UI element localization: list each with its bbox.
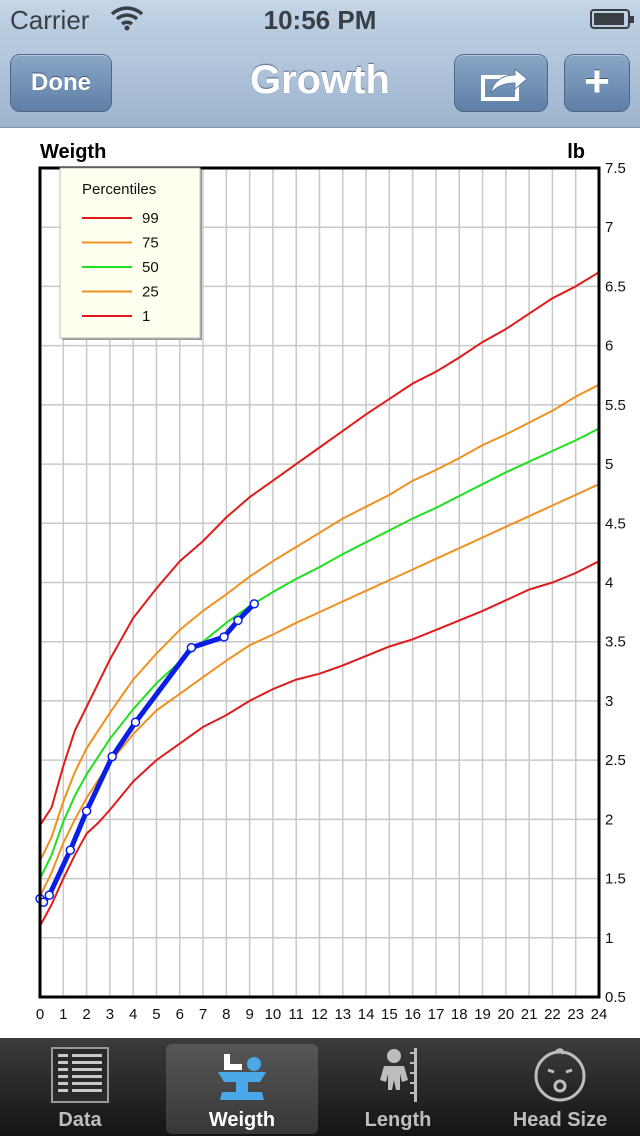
measurement-line xyxy=(38,602,257,905)
x-tick-label: 13 xyxy=(334,1006,351,1023)
baby-head-icon xyxy=(530,1046,590,1104)
x-tick-label: 4 xyxy=(129,1006,137,1023)
x-tick-label: 17 xyxy=(428,1006,445,1023)
y-tick-label: 5.5 xyxy=(605,397,626,414)
percentile-series xyxy=(39,271,600,927)
x-tick-label: 19 xyxy=(474,1006,491,1023)
carrier-label: Carrier xyxy=(10,5,90,35)
plot-frame xyxy=(38,166,601,999)
tab-label: Head Size xyxy=(512,1109,608,1131)
legend-entry-25: 25 xyxy=(142,284,159,301)
x-tick-label: 18 xyxy=(451,1006,468,1023)
baby-ruler-icon xyxy=(368,1046,428,1104)
tab-label: Data xyxy=(58,1109,102,1131)
chart-title: Weigth xyxy=(40,141,106,163)
baby-scale-icon xyxy=(212,1046,272,1104)
x-tick-label: 1 xyxy=(59,1006,67,1023)
x-tick-label: 10 xyxy=(265,1006,282,1023)
y-tick-label: 6.5 xyxy=(605,278,626,295)
y-tick-label: 4 xyxy=(605,575,613,592)
legend-entry-50: 50 xyxy=(142,259,159,276)
x-tick-label: 9 xyxy=(245,1006,253,1023)
data-list-icon xyxy=(50,1046,110,1104)
x-tick-label: 20 xyxy=(497,1006,514,1023)
y-tick-label: 3.5 xyxy=(605,634,626,651)
y-tick-label: 0.5 xyxy=(605,989,626,1006)
wifi-icon xyxy=(110,5,144,38)
tab-length[interactable]: Length xyxy=(318,1038,478,1136)
x-tick-label: 21 xyxy=(521,1006,538,1023)
page-title: Growth xyxy=(250,58,390,102)
share-button[interactable] xyxy=(454,54,548,112)
y-tick-label: 2 xyxy=(605,811,613,828)
series-line-25 xyxy=(39,483,600,897)
series-line-50 xyxy=(39,427,600,880)
axis-ticks: 0 1 2 3 4 5 6 7 8 9 10 11 12 13 14 15 16 17 18 19 20 21 22 23 24… xyxy=(36,160,626,1023)
growth-chart: 0 1 2 3 4 5 6 7 8 9 10 11 12 13 14 15 16 17 18 19 20 21 22 23 24… xyxy=(0,128,640,1038)
measurement-point[interactable] xyxy=(107,751,117,762)
y-axis-unit: lb xyxy=(567,141,585,163)
x-tick-label: 8 xyxy=(222,1006,230,1023)
tab-label: Weigth xyxy=(208,1109,276,1131)
add-button[interactable]: + xyxy=(564,54,630,112)
x-tick-label: 6 xyxy=(176,1006,184,1023)
status-bar: Carrier 10:56 PM xyxy=(0,0,640,40)
y-tick-label: 3 xyxy=(605,693,613,710)
legend-title: Percentiles xyxy=(82,181,156,198)
x-tick-label: 0 xyxy=(36,1006,44,1023)
series-line-1 xyxy=(39,560,600,927)
measurement-point[interactable] xyxy=(249,599,260,609)
measurement-series xyxy=(35,599,260,908)
x-tick-label: 24 xyxy=(591,1006,608,1023)
chart-legend: Percentiles 99 75 50 25 1 xyxy=(59,167,202,340)
x-tick-label: 2 xyxy=(82,1006,90,1023)
x-tick-label: 3 xyxy=(106,1006,114,1023)
x-tick-label: 14 xyxy=(358,1006,375,1023)
measurement-point[interactable] xyxy=(130,717,141,727)
measurement-point[interactable] xyxy=(233,615,243,626)
measurement-point[interactable] xyxy=(81,806,92,816)
tab-label: Length xyxy=(364,1109,432,1131)
y-tick-label: 1.5 xyxy=(605,871,626,888)
status-time: 10:56 PM xyxy=(263,5,377,35)
measurement-point[interactable] xyxy=(65,845,76,855)
y-tick-label: 5 xyxy=(605,456,613,473)
tab-head-size[interactable]: Head Size xyxy=(480,1038,640,1136)
done-button[interactable]: Done xyxy=(10,54,112,112)
y-tick-label: 1 xyxy=(605,930,613,947)
measurement-point[interactable] xyxy=(44,890,55,900)
x-tick-label: 7 xyxy=(199,1006,207,1023)
x-tick-label: 5 xyxy=(152,1006,160,1023)
y-tick-label: 4.5 xyxy=(605,515,626,532)
x-tick-label: 16 xyxy=(404,1006,421,1023)
legend-box xyxy=(59,167,201,339)
measurement-point[interactable] xyxy=(219,632,229,642)
series-line-75 xyxy=(39,383,600,862)
tab-data[interactable]: Data xyxy=(0,1038,160,1136)
x-tick-label: 15 xyxy=(381,1006,398,1023)
tab-weigth[interactable]: Weigth xyxy=(162,1038,322,1136)
share-icon xyxy=(455,67,549,119)
y-tick-label: 7 xyxy=(605,219,613,236)
weight-chart-svg: 0 1 2 3 4 5 6 7 8 9 10 11 12 13 14 15 16 17 18 19 20 21 22 23 24… xyxy=(35,141,626,1023)
legend-entry-1: 1 xyxy=(142,308,150,325)
x-tick-label: 23 xyxy=(567,1006,584,1023)
legend-entry-75: 75 xyxy=(142,235,159,252)
battery-icon xyxy=(590,9,634,29)
y-tick-label: 2.5 xyxy=(605,752,626,769)
measurement-point[interactable] xyxy=(186,642,197,653)
x-tick-label: 11 xyxy=(288,1006,304,1023)
y-tick-label: 7.5 xyxy=(605,160,626,177)
x-tick-label: 12 xyxy=(311,1006,328,1023)
y-tick-label: 6 xyxy=(605,338,613,355)
navigation-bar: Done Growth + xyxy=(0,40,640,128)
legend-entry-99: 99 xyxy=(142,210,159,227)
tab-bar: Data Weigth Length xyxy=(0,1038,640,1136)
x-tick-label: 22 xyxy=(544,1006,561,1023)
series-line-99 xyxy=(39,271,600,826)
